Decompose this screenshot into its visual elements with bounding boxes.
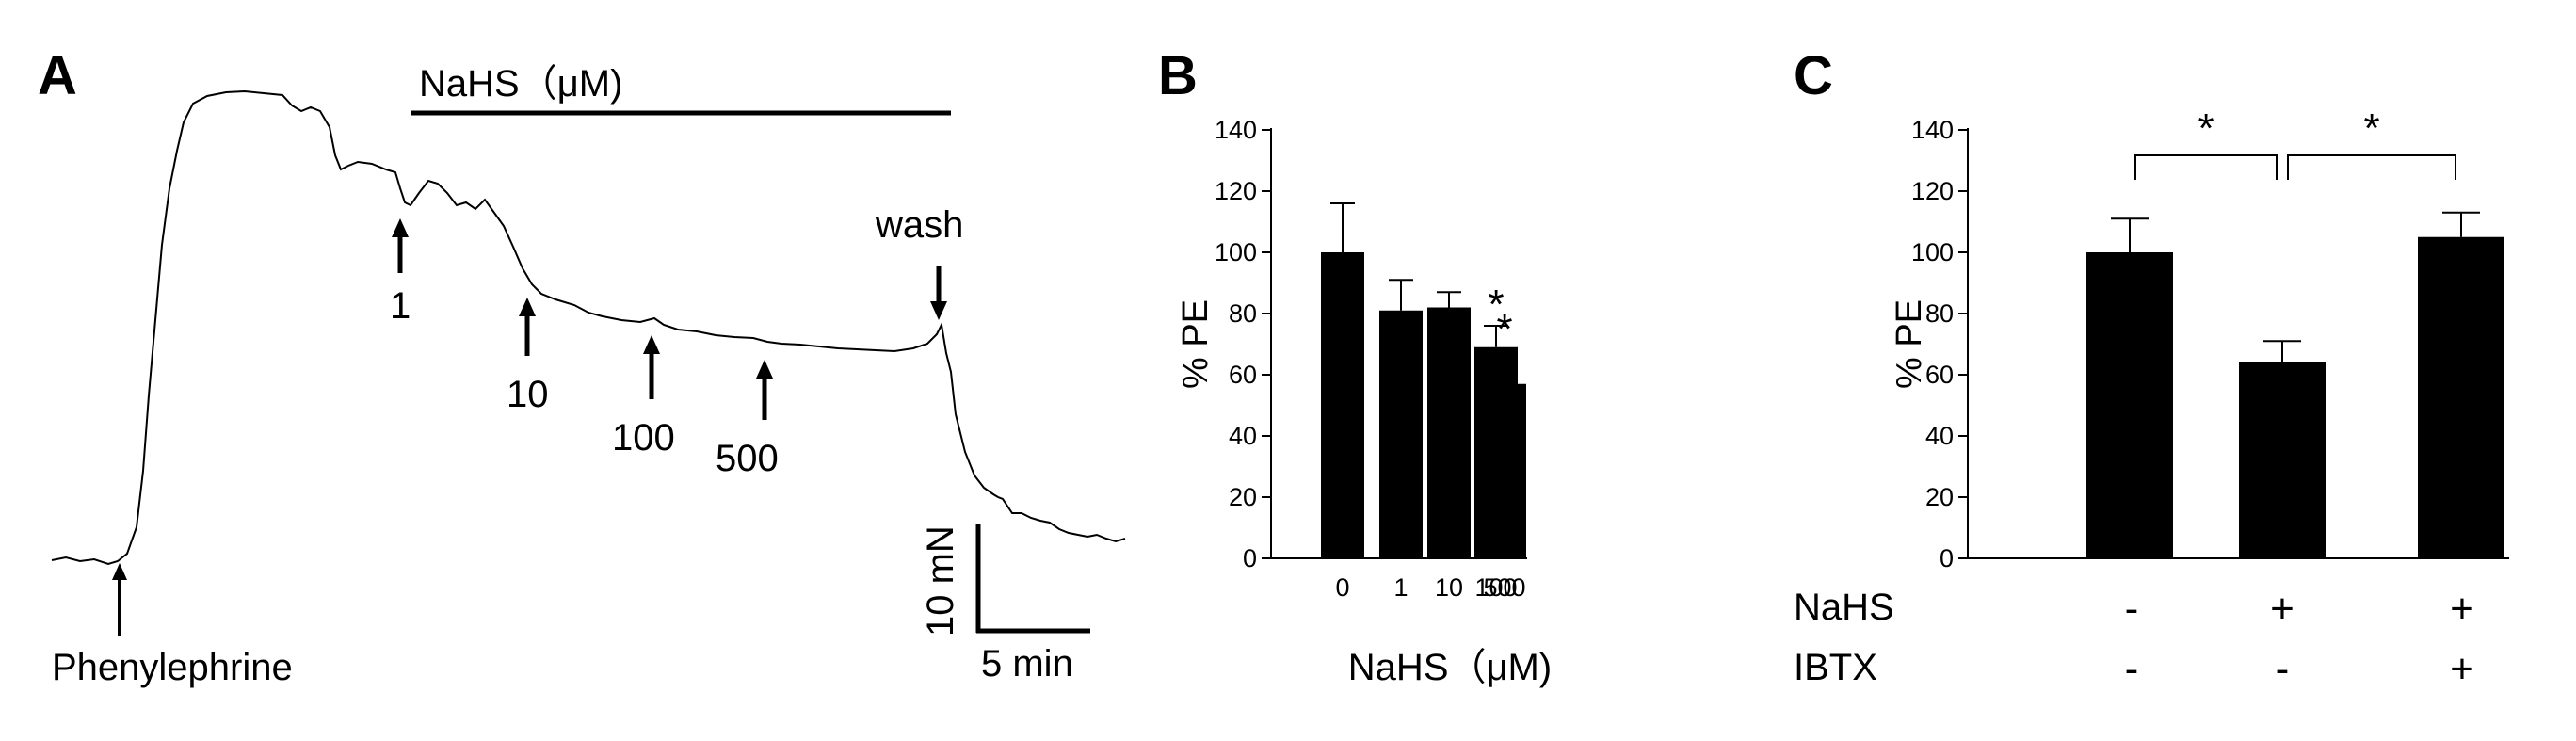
dose-arrowhead-100 <box>643 335 660 354</box>
comparison-label: * <box>2363 105 2379 152</box>
bar-b <box>1321 252 1364 558</box>
dose-label-100: 100 <box>612 417 675 459</box>
y-tick-label-b: 80 <box>1229 299 1257 328</box>
x-axis-label-b: NaHS（μM) <box>1348 647 1552 688</box>
tension-trace <box>51 89 1126 566</box>
dose-arrowhead-500 <box>756 360 773 379</box>
y-tick-label-c: 60 <box>1925 361 1954 389</box>
comparison-bracket <box>2287 154 2456 180</box>
stimulus-arrowhead <box>112 563 127 580</box>
row-label-nahs: NaHS <box>1794 587 1894 628</box>
y-tick-label-c: 140 <box>1911 116 1954 144</box>
significance-label-b: * <box>1496 306 1512 352</box>
nahs-sign-2: + <box>2270 586 2294 632</box>
y-tick-label-b: 120 <box>1215 177 1257 205</box>
row-label-ibtx: IBTX <box>1794 647 1877 688</box>
nahs-sign-1: - <box>2125 586 2139 632</box>
comparison-label: * <box>2198 105 2214 152</box>
chart-b: 0 20 40 60 80 100 120 140 % PE 0 1 10 100 * 500 * NaHS（μ… <box>1176 116 1552 688</box>
dose-label-500: 500 <box>716 438 779 479</box>
treatment-bar-label: NaHS（μM) <box>419 63 622 105</box>
y-tick-label-c: 80 <box>1925 299 1954 328</box>
panel-a-letter: A <box>38 45 77 106</box>
panel-a: A NaHS（μM) Phenylephrine 1 10 100 500 wa… <box>38 45 1126 688</box>
y-tick-label-c: 0 <box>1940 544 1954 572</box>
panel-c-letter: C <box>1794 45 1833 106</box>
bar-b <box>1427 307 1471 558</box>
chart-c: 0 20 40 60 80 100 120 140 % PE * * <box>1890 105 2509 572</box>
wash-label: wash <box>875 204 963 246</box>
ibtx-sign-1: - <box>2125 646 2139 692</box>
bar-c <box>2418 236 2504 558</box>
ibtx-sign-3: + <box>2450 646 2474 692</box>
y-axis-label-b: % PE <box>1176 299 1216 389</box>
bar-c <box>2239 362 2326 558</box>
y-tick-label-b: 20 <box>1229 483 1257 511</box>
x-tick-label-b: 500 <box>1483 573 1525 602</box>
dose-arrowhead-10 <box>519 298 536 316</box>
bar-b <box>1379 310 1423 558</box>
y-tick-label-c: 20 <box>1925 483 1954 511</box>
y-tick-label-c: 100 <box>1911 238 1954 266</box>
scale-force-label: 10 mN <box>920 525 961 636</box>
y-tick-label-c: 40 <box>1925 422 1954 450</box>
x-tick-label-b: 1 <box>1393 573 1408 602</box>
nahs-sign-3: + <box>2450 586 2474 632</box>
dose-label-1: 1 <box>390 285 411 327</box>
dose-arrowhead-1 <box>392 218 409 237</box>
dose-label-10: 10 <box>507 374 549 415</box>
panel-c: C 0 20 40 60 80 100 120 140 % PE * * NaHS IBTX - +… <box>1794 45 2509 692</box>
significance-label-b: * <box>1488 282 1504 328</box>
scale-time-label: 5 min <box>981 643 1073 685</box>
y-tick-label-c: 120 <box>1911 177 1954 205</box>
y-tick-label-b: 60 <box>1229 361 1257 389</box>
x-tick-label-b: 0 <box>1335 573 1349 602</box>
x-tick-label-b: 10 <box>1435 573 1463 602</box>
comparison-bracket <box>2134 154 2278 180</box>
y-tick-label-b: 100 <box>1215 238 1257 266</box>
bar-c <box>2086 252 2173 558</box>
panel-b-letter: B <box>1158 45 1198 106</box>
ibtx-sign-2: - <box>2276 646 2290 692</box>
y-tick-label-b: 40 <box>1229 422 1257 450</box>
y-tick-label-b: 0 <box>1243 544 1257 572</box>
y-axis-label-c: % PE <box>1890 299 1929 389</box>
y-tick-label-b: 140 <box>1215 116 1257 144</box>
panel-b: B 0 20 40 60 80 100 120 140 % PE 0 1 10 100 * 500 * NaHS… <box>1158 45 1552 688</box>
wash-arrowhead <box>930 301 947 320</box>
x-tick-label-b: 100 <box>1474 573 1517 602</box>
stimulus-label: Phenylephrine <box>52 647 293 688</box>
bar-b <box>1483 383 1526 558</box>
